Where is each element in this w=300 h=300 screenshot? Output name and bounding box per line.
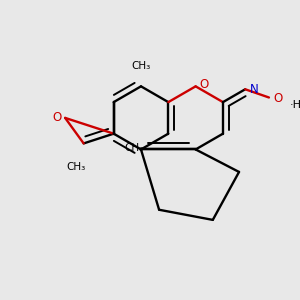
Text: O: O	[273, 92, 283, 105]
Text: CH₃: CH₃	[131, 61, 151, 71]
Text: ·H: ·H	[290, 100, 300, 110]
Text: CH₃: CH₃	[124, 143, 144, 153]
Text: CH₃: CH₃	[66, 162, 85, 172]
Text: N: N	[250, 83, 259, 96]
Text: O: O	[200, 78, 208, 92]
Text: O: O	[53, 111, 62, 124]
